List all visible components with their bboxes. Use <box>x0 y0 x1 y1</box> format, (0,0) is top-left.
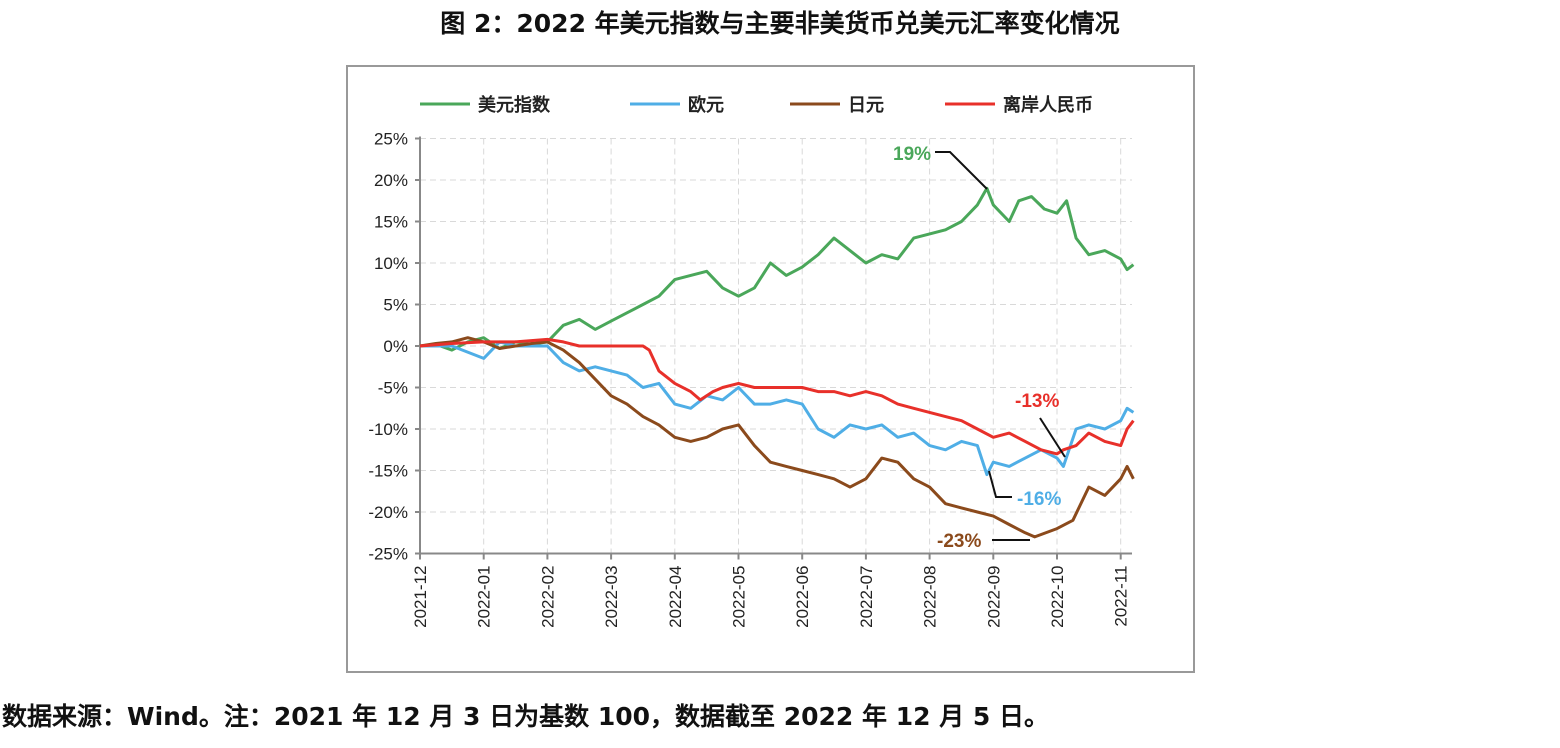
y-tick-label: 20% <box>374 171 408 190</box>
source-note: 数据来源：Wind。注：2021 年 12 月 3 日为基数 100，数据截至 … <box>2 702 1049 731</box>
x-tick-label: 2022-04 <box>666 566 685 628</box>
y-tick-label: 10% <box>374 254 408 273</box>
annotation-leader <box>1039 417 1066 458</box>
legend-label: 日元 <box>848 95 884 116</box>
series-line-3 <box>419 337 1135 456</box>
x-tick-label: 2022-09 <box>984 566 1003 628</box>
x-tick-label: 2022-05 <box>730 566 749 628</box>
legend: 美元指数 欧元 日元 离岸人民币 <box>420 94 1093 116</box>
y-tick-label: -20% <box>368 503 408 522</box>
y-tick-label: 15% <box>374 213 408 232</box>
x-tick-label: 2022-10 <box>1048 566 1067 628</box>
chart-title: 图 2：2022 年美元指数与主要非美货币兑美元汇率变化情况 <box>440 9 1120 38</box>
y-tick-label: -5% <box>378 379 408 398</box>
x-tick-label: 2022-03 <box>602 566 621 628</box>
x-tick-label: 2022-01 <box>475 566 494 628</box>
y-tick-label: 25% <box>374 130 408 149</box>
annotation-label: -16% <box>1017 489 1061 510</box>
gridlines <box>420 138 1132 554</box>
x-tick-label: 2022-08 <box>921 566 940 628</box>
x-tick-label: 2022-11 <box>1112 566 1131 627</box>
chart-frame <box>346 65 1195 673</box>
annotation-label: -13% <box>1015 391 1059 412</box>
annotation-label: -23% <box>937 531 981 552</box>
legend-label: 美元指数 <box>478 94 551 116</box>
annotation-leader <box>988 470 1012 498</box>
series-lines <box>419 186 1135 539</box>
legend-label: 欧元 <box>688 94 724 116</box>
annotations: 19% -13% -16% -23% <box>893 144 1066 552</box>
y-tick-label: -10% <box>368 420 408 439</box>
y-tick-label: -15% <box>368 462 408 481</box>
x-tick-label: 2021-12 <box>411 566 430 628</box>
annotation-leader <box>935 151 988 190</box>
legend-label: 离岸人民币 <box>1003 94 1093 116</box>
annotation-label: 19% <box>893 144 931 165</box>
x-tick-label: 2022-07 <box>857 566 876 628</box>
x-tick-label: 2022-06 <box>793 566 812 628</box>
y-tick-label: 5% <box>383 296 408 315</box>
axes: 25% 20% 15% 10% 5% 0% -5% -10% -15% -20% -25%2021-… <box>368 130 1132 628</box>
y-tick-label: 0% <box>383 337 408 356</box>
series-line-2 <box>419 336 1135 539</box>
x-tick-label: 2022-02 <box>538 566 557 628</box>
y-tick-label: -25% <box>368 545 408 564</box>
